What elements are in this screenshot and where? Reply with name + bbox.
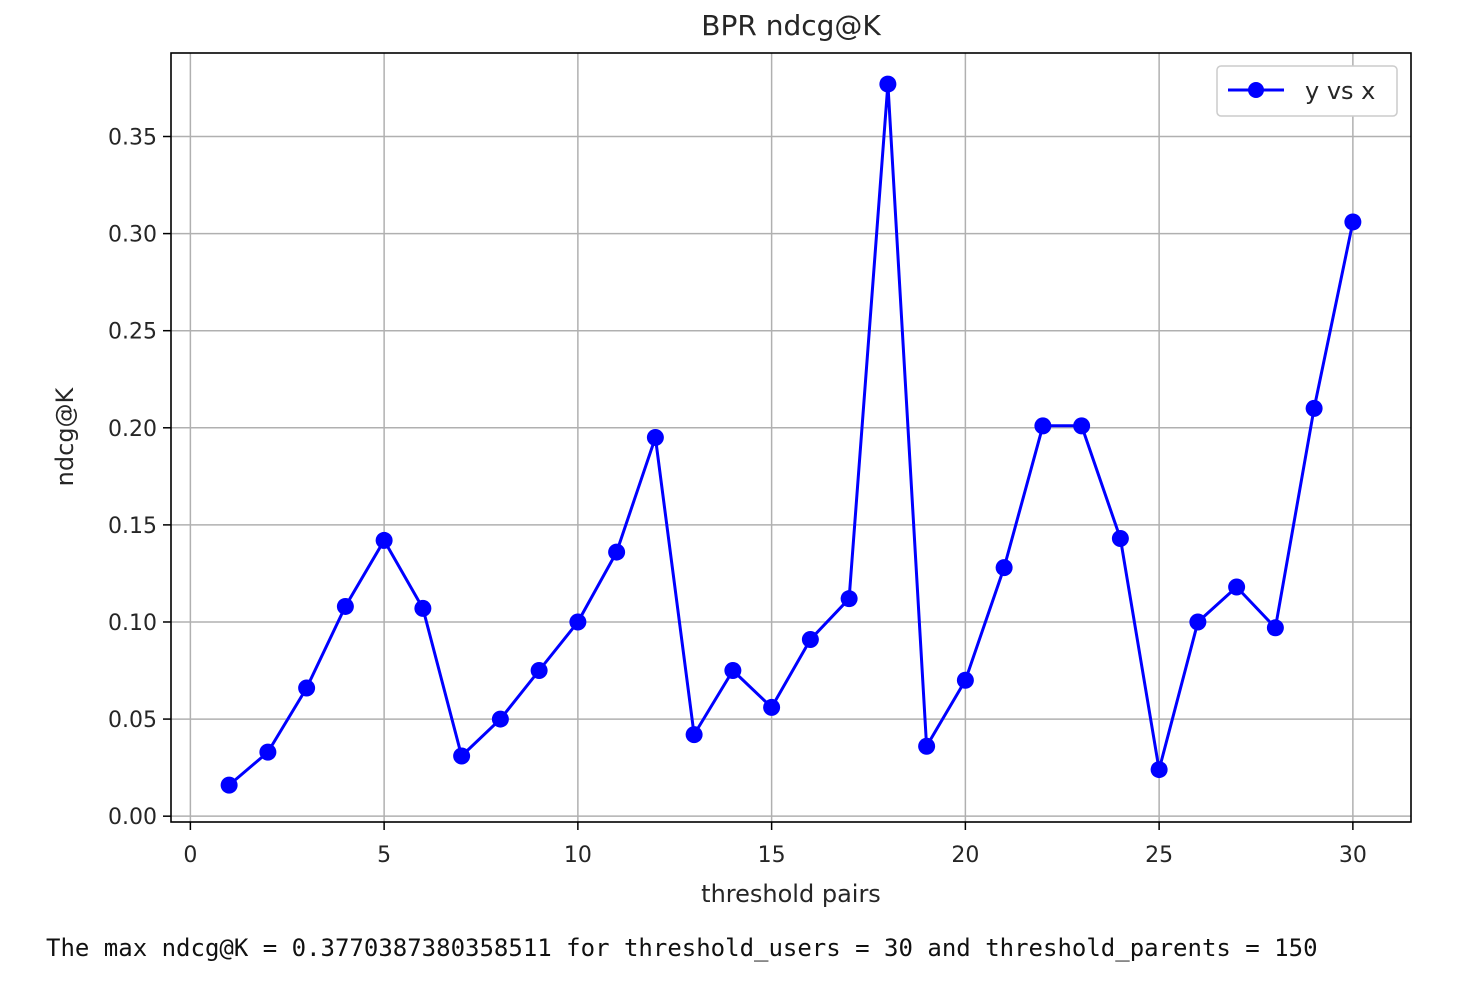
y-tick-label: 0.00 [108,805,157,830]
data-point [1344,213,1362,231]
data-point [801,630,819,648]
legend-marker [1248,82,1264,98]
x-axis-label: threshold pairs [701,880,881,908]
data-point [414,599,432,617]
data-point [840,590,858,608]
plot-series [220,75,1362,794]
data-point [685,726,703,744]
data-point [220,776,238,794]
data-point [1305,399,1323,417]
x-tick-label: 30 [1339,843,1367,868]
y-tick-label: 0.05 [108,708,157,733]
x-tick-label: 25 [1145,843,1173,868]
data-point [375,531,393,549]
y-tick-label: 0.20 [108,417,157,442]
data-point [298,679,316,697]
data-point [956,671,974,689]
data-point [763,698,781,716]
legend: y vs x [1216,65,1398,117]
y-tick-label: 0.25 [108,320,157,345]
data-point [918,737,936,755]
max-ndcg-output: The max ndcg@K = 0.3770387380358511 for … [46,934,1318,962]
y-axis-ticks: 0.00 0.05 0.10 0.15 0.20 0.25 0.30 0.35 [108,126,171,830]
y-tick-label: 0.35 [108,126,157,151]
y-tick-label: 0.15 [108,514,157,539]
data-point [608,543,626,561]
data-point [646,429,664,446]
data-point [1189,613,1207,631]
x-tick-label: 15 [758,843,786,868]
data-point [491,710,509,728]
data-point [1073,417,1091,435]
x-tick-label: 0 [183,843,197,868]
plot-frame [170,52,1412,823]
x-tick-label: 10 [564,843,592,868]
x-tick-label: 5 [377,843,391,868]
data-point [1034,417,1052,435]
data-point [1266,619,1284,637]
data-point [259,743,277,761]
data-point [1150,761,1168,779]
series-line [228,82,1355,787]
data-point [879,75,897,93]
data-point [336,597,354,615]
ndcg-line-chart: BPR ndcg@K 0 5 10 15 20 25 30 0.00 0.05 0.10 0.15… [51,9,1412,908]
data-point [569,613,587,631]
grid-lines [171,53,1411,822]
legend-box [1216,65,1398,117]
y-axis-label: ndcg@K [51,386,79,486]
chart-title: BPR ndcg@K [701,9,881,42]
data-point [995,559,1013,577]
legend-label: y vs x [1305,77,1375,105]
data-point [1228,578,1246,596]
y-tick-label: 0.10 [108,611,157,636]
x-axis-ticks: 0 5 10 15 20 25 30 [183,822,1367,868]
data-point [453,747,471,765]
x-tick-label: 20 [951,843,979,868]
data-point [1111,529,1129,547]
data-point [530,662,548,680]
y-tick-label: 0.30 [108,223,157,248]
data-point [724,662,742,680]
